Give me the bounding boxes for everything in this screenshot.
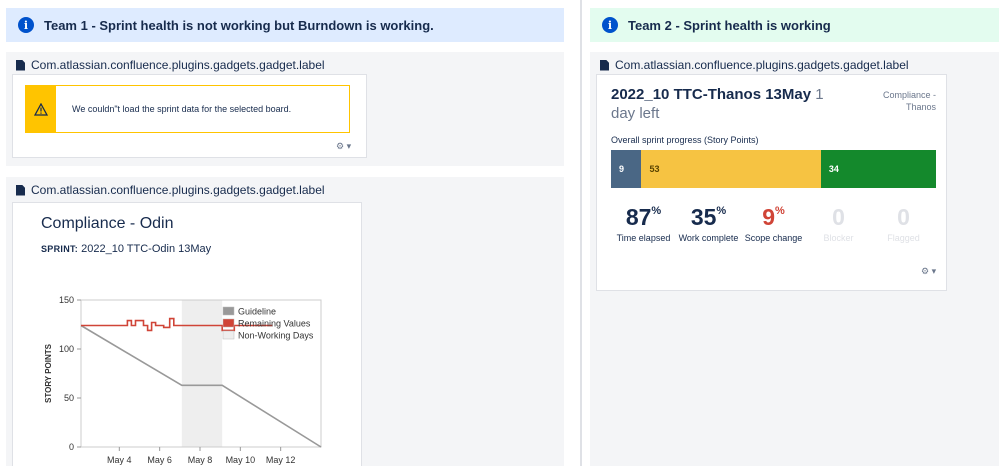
sprint-health-gadget: Com.atlassian.confluence.plugins.gadgets… bbox=[590, 52, 999, 466]
progress-label: Overall sprint progress (Story Points) bbox=[611, 135, 759, 145]
team2-info-panel: i Team 2 - Sprint health is working bbox=[590, 8, 999, 42]
legend-swatch bbox=[222, 306, 235, 316]
gadget-label: Com.atlassian.confluence.plugins.gadgets… bbox=[31, 58, 325, 72]
gear-icon[interactable]: ⚙ ▾ bbox=[921, 266, 937, 276]
x-tick-label: May 12 bbox=[266, 455, 296, 465]
stat-item: 0 Flagged bbox=[871, 203, 936, 244]
remaining-values-series bbox=[81, 317, 273, 332]
team2-title: Team 2 - Sprint health is working bbox=[628, 17, 831, 33]
info-icon: i bbox=[18, 17, 34, 33]
document-icon bbox=[600, 59, 609, 71]
plot-frame bbox=[80, 299, 322, 448]
stat-value: 0 bbox=[832, 204, 845, 230]
x-tick-label: May 10 bbox=[226, 455, 256, 465]
gadget-label: Com.atlassian.confluence.plugins.gadgets… bbox=[615, 58, 909, 72]
sprint-health-card: 2022_10 TTC-Thanos 13May 1 day left Comp… bbox=[596, 74, 947, 291]
progress-segment: 53 bbox=[641, 150, 821, 188]
days-left: 1 day left bbox=[611, 86, 824, 122]
sprint-health-gadget-error: Com.atlassian.confluence.plugins.gadgets… bbox=[6, 52, 564, 166]
stat-item: 9% Scope change bbox=[741, 203, 806, 244]
progress-bar: 9 53 34 bbox=[611, 150, 936, 188]
sprint-stats: 87% Time elapsed 35% Work complete 9% Scope c… bbox=[611, 203, 936, 244]
error-message: We couldn"t load the sprint data for the… bbox=[72, 104, 292, 114]
team1-info-panel: i Team 1 - Sprint health is not working … bbox=[6, 8, 564, 42]
document-icon bbox=[16, 184, 25, 196]
stat-value: 0 bbox=[897, 204, 910, 230]
board-name[interactable]: Compliance - Thanos bbox=[882, 90, 936, 112]
guideline-series bbox=[80, 324, 322, 448]
burndown-gadget: Com.atlassian.confluence.plugins.gadgets… bbox=[6, 177, 564, 466]
sprint-health-title: 2022_10 TTC-Thanos 13May 1 day left bbox=[611, 85, 826, 123]
stat-value: 9% bbox=[762, 204, 785, 230]
y-tick-label: 50 bbox=[64, 393, 74, 403]
legend-item: Guideline bbox=[238, 307, 276, 317]
non-working-days-band bbox=[181, 300, 223, 447]
sprint-name: 2022_10 TTC-Thanos 13May bbox=[611, 86, 812, 103]
stat-value: 35% bbox=[690, 204, 727, 230]
legend-swatch bbox=[222, 330, 235, 340]
stat-item: 35% Work complete bbox=[676, 203, 741, 244]
burndown-card: Compliance - Odin SPRINT: 2022_10 TTC-Odi… bbox=[12, 202, 362, 466]
stat-label: Work complete bbox=[678, 233, 739, 243]
gear-icon[interactable]: ⚙ ▾ bbox=[336, 141, 352, 151]
stat-label: Time elapsed bbox=[616, 233, 671, 243]
x-tick-label: May 6 bbox=[147, 455, 172, 465]
y-axis-title: STORY POINTS bbox=[44, 343, 53, 403]
gadget-label: Com.atlassian.confluence.plugins.gadgets… bbox=[31, 183, 325, 197]
stat-label: Flagged bbox=[887, 233, 920, 243]
info-icon: i bbox=[602, 17, 618, 33]
progress-segment: 34 bbox=[820, 150, 936, 188]
progress-segment: 9 bbox=[611, 150, 642, 188]
legend-swatch bbox=[222, 318, 235, 328]
x-tick-label: May 4 bbox=[107, 455, 132, 465]
y-tick-label: 100 bbox=[59, 344, 74, 354]
sprint-label: SPRINT: bbox=[41, 244, 79, 254]
stat-label: Scope change bbox=[744, 233, 803, 243]
y-tick-label: 0 bbox=[69, 442, 74, 452]
x-tick-label: May 8 bbox=[188, 455, 213, 465]
burndown-sprint: SPRINT: 2022_10 TTC-Odin 13May bbox=[41, 243, 211, 255]
y-tick-label: 150 bbox=[59, 295, 74, 305]
error-message-box: We couldn"t load the sprint data for the… bbox=[25, 85, 350, 133]
burndown-title: Compliance - Odin bbox=[41, 215, 174, 232]
legend-item: Non-Working Days bbox=[238, 331, 314, 341]
team1-title: Team 1 - Sprint health is not working bu… bbox=[44, 17, 434, 33]
sprint-name: 2022_10 TTC-Odin 13May bbox=[81, 243, 212, 255]
stat-label: Blocker bbox=[823, 233, 854, 243]
stat-value: 87% bbox=[625, 204, 662, 230]
gadget-card: We couldn"t load the sprint data for the… bbox=[12, 74, 367, 158]
legend-item: Remaining Values bbox=[238, 319, 311, 329]
warning-icon bbox=[34, 102, 48, 116]
column-divider bbox=[580, 0, 582, 466]
document-icon bbox=[16, 59, 25, 71]
stat-item: 87% Time elapsed bbox=[611, 203, 676, 244]
stat-item: 0 Blocker bbox=[806, 203, 871, 244]
